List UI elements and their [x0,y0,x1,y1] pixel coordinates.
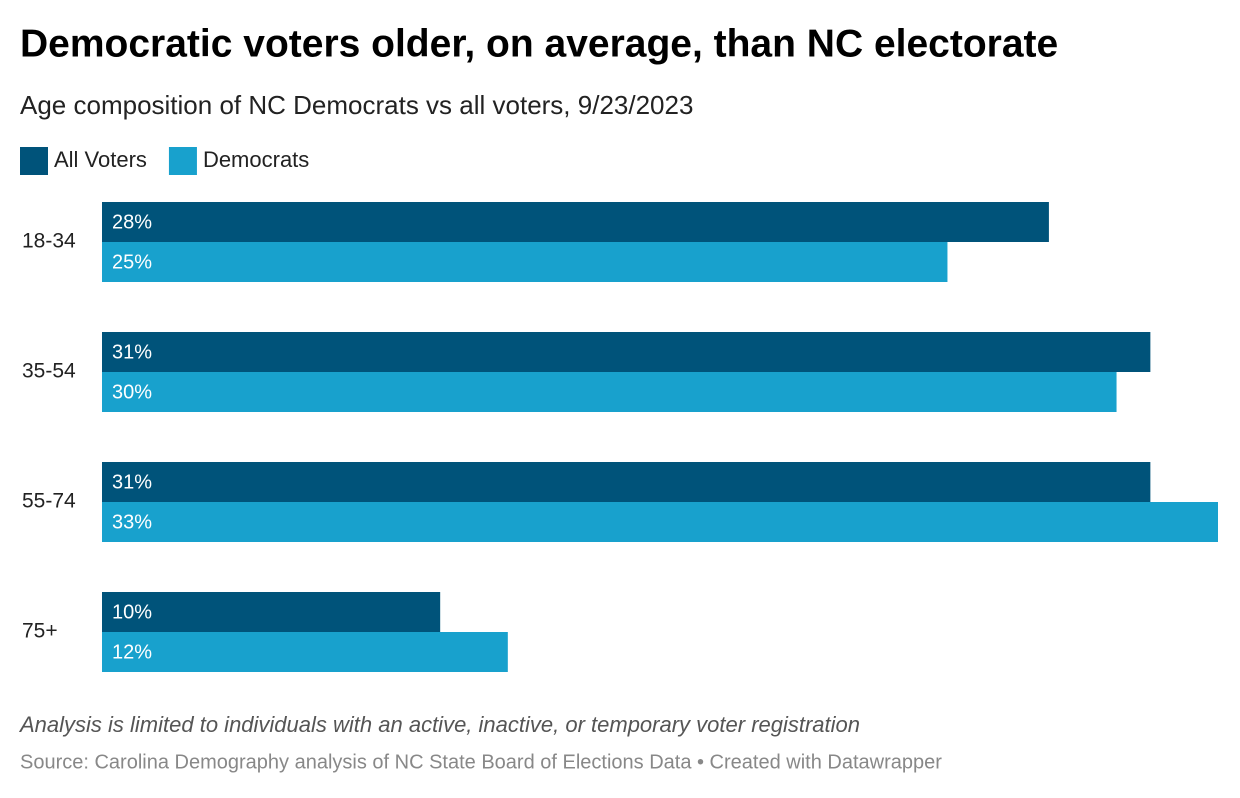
y-tick-label: 75+ [22,620,58,643]
value-label: 10% [112,601,152,623]
value-label: 33% [112,511,152,533]
chart-title: Democratic voters older, on average, tha… [20,22,1058,65]
bar [102,592,441,632]
legend-label: Democrats [203,147,309,172]
value-label: 25% [112,251,152,273]
y-tick-label: 18-34 [22,230,76,253]
bar [102,332,1151,372]
chart-subtitle: Age composition of NC Democrats vs all v… [20,90,693,120]
y-tick-label: 55-74 [22,490,76,513]
value-label: 31% [112,471,152,493]
value-label: 28% [112,211,152,233]
bar [102,202,1049,242]
note: Analysis is limited to individuals with … [18,712,860,737]
legend-label: All Voters [54,147,147,172]
value-label: 30% [112,381,152,403]
bar [102,372,1117,412]
legend-swatch [20,147,48,175]
bar [102,462,1151,502]
y-tick-label: 35-54 [22,360,76,383]
legend-swatch [168,147,197,175]
value-label: 12% [112,641,152,663]
bar [102,632,508,672]
bar [102,502,1218,542]
bar [102,242,948,282]
value-label: 31% [112,341,152,363]
source: Source: Carolina Demography analysis of … [20,751,942,773]
